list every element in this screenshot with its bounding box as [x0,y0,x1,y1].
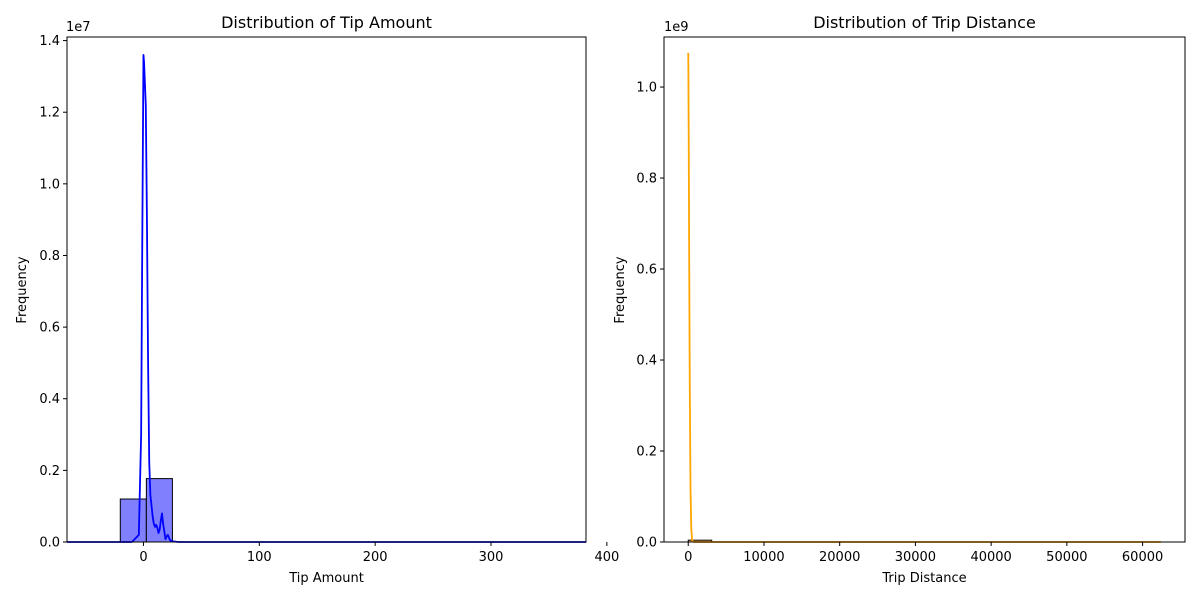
y-axis-ticks: 0.0 0.2 0.4 0.6 0.8 1.0 1.2 1.4 [39,34,67,551]
histogram-bar [119,498,147,543]
y-tick-label: 0.4 [636,354,657,369]
x-axis-label: Tip Amount [288,571,364,586]
y-offset-label: 1e9 [664,20,689,35]
kde-line-group [67,54,586,543]
x-tick-label: 40000 [970,550,1011,565]
y-tick-label: 0.4 [39,392,60,407]
trip-distance-subplot: Distribution of Trip Distance 1e9 0 10000… [613,13,1186,586]
x-tick-label: 0 [684,550,692,565]
y-tick-label: 1.2 [39,106,60,121]
histogram-bars [119,478,173,543]
y-tick-label: 0.6 [39,321,60,336]
y-tick-label: 0.8 [39,249,60,264]
x-axis-ticks: 0 10000 20000 30000 40000 50000 60000 [684,542,1163,565]
y-axis-label: Frequency [15,256,30,323]
kde-line [67,54,586,543]
x-tick-label: 200 [363,550,388,565]
x-tick-label: 400 [594,550,619,565]
y-tick-label: 0.0 [636,536,657,551]
y-axis-ticks: 0.0 0.2 0.4 0.6 0.8 1.0 [636,81,664,551]
x-tick-label: 300 [479,550,504,565]
x-tick-label: 20000 [819,550,860,565]
axes-frame [66,36,587,543]
x-tick-label: 30000 [895,550,936,565]
x-axis-label: Trip Distance [881,571,966,586]
x-tick-label: 100 [247,550,272,565]
y-tick-label: 0.0 [39,536,60,551]
y-tick-label: 1.0 [39,177,60,192]
y-tick-label: 1.4 [39,34,60,49]
chart-title: Distribution of Trip Distance [813,13,1036,32]
y-axis-label: Frequency [613,256,628,323]
y-tick-label: 0.6 [636,263,657,278]
y-tick-label: 0.8 [636,172,657,187]
y-tick-label: 0.2 [39,464,60,479]
axes-frame [663,36,1186,543]
y-tick-label: 0.2 [636,445,657,460]
x-tick-label: 50000 [1046,550,1087,565]
x-tick-label: 0 [139,550,147,565]
x-axis-ticks: 0 100 200 300 400 [139,542,619,565]
y-offset-label: 1e7 [66,20,91,35]
x-tick-label: 60000 [1122,550,1163,565]
x-tick-label: 10000 [743,550,784,565]
y-tick-label: 1.0 [636,81,657,96]
chart-title: Distribution of Tip Amount [221,13,432,32]
tip-amount-subplot: Distribution of Tip Amount 1e7 0 100 200 30… [15,13,619,586]
